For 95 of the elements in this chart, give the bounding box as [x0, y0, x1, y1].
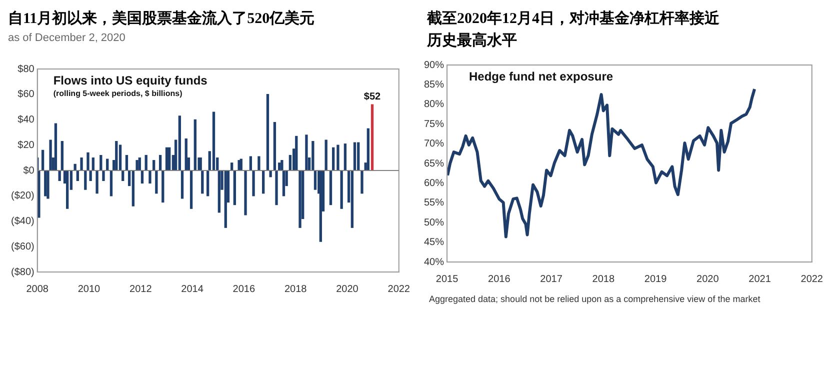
y-tick-label: $60 [18, 89, 35, 100]
x-tick-label: 2018 [284, 284, 308, 295]
y-tick-label: ($80) [10, 266, 34, 278]
bar [54, 123, 58, 171]
bar [329, 170, 332, 206]
bar [132, 170, 135, 206]
x-tick-label: 2015 [436, 274, 459, 285]
bar [110, 170, 113, 196]
bar [44, 170, 47, 196]
bar [370, 104, 374, 171]
x-tick-label: 2014 [181, 284, 204, 295]
y-tick-label: 80% [424, 99, 444, 110]
bar [212, 112, 216, 171]
bar [102, 170, 105, 181]
bar [178, 116, 181, 171]
chart-title: 截至2020年12月4日，对冲基金净杠杆率接近历史最高水平 [426, 9, 720, 51]
y-tick-label: ($60) [10, 241, 34, 252]
y-tick-label: 65% [424, 158, 444, 170]
x-tick-label: 2017 [540, 274, 563, 285]
x-tick-label: 2016 [488, 274, 511, 285]
bar [295, 136, 298, 171]
y-tick-label: $0 [23, 165, 35, 176]
bar [194, 119, 196, 171]
y-tick-label: $20 [18, 140, 35, 151]
y-tick-label: ($20) [10, 190, 34, 202]
x-tick-label: 2018 [592, 274, 615, 285]
bar [190, 170, 193, 209]
bar [314, 170, 317, 190]
data-label: $52 [364, 91, 382, 102]
x-tick-label: 2008 [26, 284, 49, 295]
bar [224, 170, 227, 228]
y-tick-label: $80 [18, 64, 35, 75]
bar [350, 170, 354, 228]
bar [136, 160, 138, 171]
bar [41, 150, 44, 171]
bar [262, 170, 265, 194]
y-tick-label: 60% [424, 178, 444, 189]
y-tick-label: 85% [424, 79, 444, 90]
bar [252, 170, 255, 196]
bar [233, 170, 236, 206]
x-tick-label: 2016 [232, 284, 256, 295]
bar [366, 128, 370, 171]
x-tick-label: 2021 [748, 274, 772, 285]
bar [353, 142, 356, 171]
annotation: (rolling 5-week periods, $ billions) [53, 89, 183, 98]
x-tick-label: 2019 [644, 274, 668, 285]
annotation: Flows into US equity funds [53, 73, 208, 88]
y-tick-label: 55% [424, 198, 444, 209]
y-tick-label: 70% [424, 138, 444, 150]
y-tick-label: 90% [424, 60, 444, 71]
bar [60, 140, 64, 171]
bar [319, 170, 322, 242]
bar [84, 170, 87, 190]
bar [162, 170, 164, 203]
bar [96, 170, 98, 194]
bar [148, 170, 152, 184]
bar [115, 140, 118, 171]
y-tick-label: 45% [424, 237, 444, 248]
y-tick-label: $40 [18, 114, 35, 126]
y-tick-label: 50% [424, 217, 444, 228]
x-tick-label: 2022 [800, 274, 824, 285]
bar [332, 147, 335, 171]
bar [312, 140, 314, 171]
bar [357, 142, 360, 171]
bar [249, 156, 252, 171]
bar [305, 134, 308, 171]
x-tick-label: 2012 [130, 284, 152, 295]
bar [168, 147, 171, 171]
bar [244, 170, 247, 216]
bar [184, 138, 188, 171]
bar [66, 170, 69, 209]
bar [266, 94, 270, 171]
bar [180, 170, 184, 199]
bar [360, 170, 364, 194]
y-tick-label: ($40) [10, 216, 34, 227]
bar [165, 147, 168, 171]
x-tick-label: 2020 [696, 274, 720, 285]
x-tick-label: 2020 [336, 284, 359, 295]
bar [340, 170, 343, 209]
chart-title: 自11月初以来，美国股票基金流入了520亿美元 [8, 8, 316, 29]
bar [155, 170, 158, 194]
annotation: Hedge fund net exposure [469, 69, 614, 84]
y-tick-label: 40% [424, 256, 444, 268]
chart-subtitle: as of December 2, 2020 [8, 31, 126, 46]
bar [298, 170, 302, 228]
y-tick-label: 75% [424, 118, 444, 130]
bar [80, 157, 83, 171]
text: Aggregated data; should not be relied upon as a comprehensive view of the market [428, 294, 762, 305]
x-tick-label: 2010 [78, 284, 101, 295]
bar [344, 144, 347, 171]
bar [324, 140, 328, 171]
bar [336, 144, 340, 171]
x-tick-label: 2022 [388, 284, 410, 295]
bar [258, 156, 260, 171]
bar [118, 144, 122, 171]
